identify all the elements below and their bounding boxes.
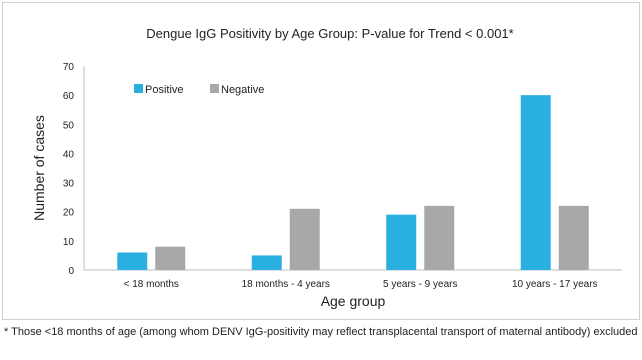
y-tick-label: 10	[63, 237, 75, 248]
x-axis-label: Age group	[321, 293, 386, 309]
bar-negative	[289, 208, 320, 270]
legend-label-positive: Positive	[145, 84, 184, 96]
legend-label-negative: Negative	[221, 84, 264, 96]
x-tick-label: 10 years - 17 years	[512, 279, 598, 290]
legend: Positive Negative	[134, 84, 264, 96]
bar-negative	[424, 205, 455, 270]
y-tick-label: 40	[63, 149, 75, 160]
y-tick-label: 50	[63, 120, 75, 131]
y-axis-label: Number of cases	[31, 115, 47, 221]
footnote: * Those <18 months of age (among whom DE…	[4, 326, 638, 338]
x-tick-label: 18 months - 4 years	[242, 279, 330, 290]
y-tick-label: 60	[63, 91, 75, 102]
chart: Dengue IgG Positivity by Age Group: P-va…	[31, 26, 622, 309]
y-tick-label: 70	[63, 62, 75, 73]
y-tick-label: 0	[68, 266, 74, 277]
chart-title: Dengue IgG Positivity by Age Group: P-va…	[146, 26, 513, 41]
legend-swatch-positive	[134, 84, 143, 93]
y-tick-label: 30	[63, 179, 75, 190]
bar-positive	[117, 252, 148, 270]
x-tick-label: < 18 months	[124, 279, 179, 290]
bar-positive	[386, 214, 417, 270]
bars	[117, 95, 589, 271]
bar-negative	[155, 246, 186, 270]
bar-positive	[251, 255, 282, 270]
bar-positive	[520, 95, 551, 271]
y-tick-label: 20	[63, 208, 75, 219]
bar-negative	[558, 205, 589, 270]
legend-swatch-negative	[210, 84, 219, 93]
x-tick-label: 5 years - 9 years	[383, 279, 457, 290]
